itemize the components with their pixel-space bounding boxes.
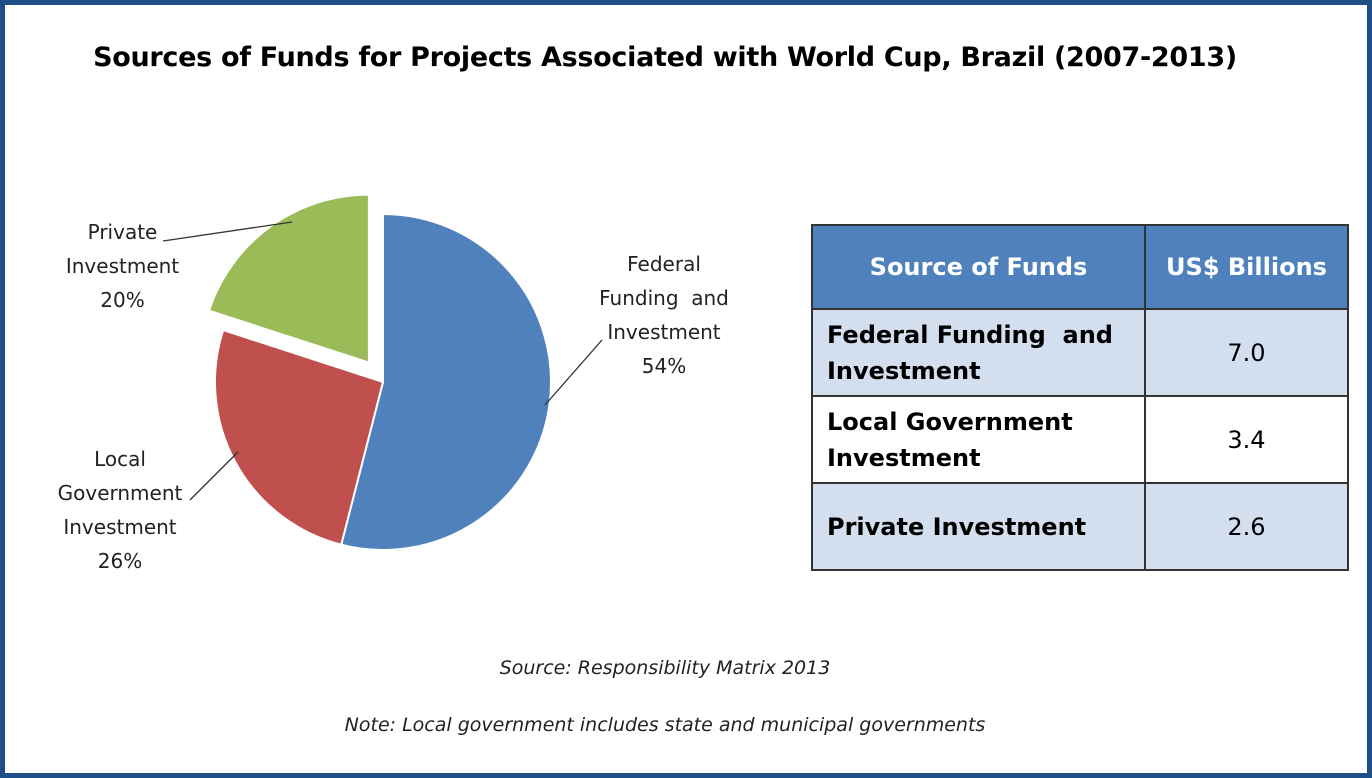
row-name: Local Government Investment — [811, 395, 1146, 484]
slice-local — [214, 328, 385, 546]
header-source: Source of Funds — [811, 224, 1146, 310]
slice-federal — [340, 212, 552, 551]
percent-label: 54% — [641, 354, 687, 378]
row-value: 2.6 — [1144, 482, 1349, 571]
label-line: Federal — [627, 252, 701, 276]
chart-title: Sources of Funds for Projects Associated… — [93, 42, 1237, 73]
leader-line-private — [162, 221, 293, 242]
table-header-row: Source of Funds US$ Billions — [811, 224, 1349, 310]
label-line: Government — [57, 481, 183, 505]
percent-label: 20% — [100, 288, 145, 312]
slice-label-federal: Federal Funding and Investment 54% — [584, 247, 744, 383]
table-row: Federal Funding and Investment 7.0 — [811, 308, 1349, 397]
label-line: Investment — [65, 254, 180, 278]
row-value: 7.0 — [1144, 308, 1349, 397]
source-note: Source: Responsibility Matrix 2013 — [499, 657, 831, 679]
footnote: Note: Local government includes state an… — [344, 714, 986, 736]
slice-private — [207, 193, 370, 364]
label-line: Private — [87, 220, 158, 244]
label-line: Local — [94, 447, 146, 471]
slice-label-local: Local Government Investment 26% — [40, 442, 200, 578]
funds-table: Source of Funds US$ Billions Federal Fun… — [811, 224, 1349, 571]
slice-label-private: Private Investment 20% — [50, 215, 195, 317]
row-value: 3.4 — [1144, 395, 1349, 484]
leader-line-federal — [544, 339, 603, 406]
label-line: Investment — [63, 515, 177, 539]
label-line: Investment — [607, 320, 721, 344]
row-name: Federal Funding and Investment — [811, 308, 1146, 397]
header-value: US$ Billions — [1144, 224, 1349, 310]
table-row: Private Investment 2.6 — [811, 482, 1349, 571]
row-name: Private Investment — [811, 482, 1146, 571]
label-line: Funding and — [599, 286, 729, 310]
leader-line-local — [189, 451, 239, 501]
table-row: Local Government Investment 3.4 — [811, 395, 1349, 484]
percent-label: 26% — [97, 549, 143, 573]
